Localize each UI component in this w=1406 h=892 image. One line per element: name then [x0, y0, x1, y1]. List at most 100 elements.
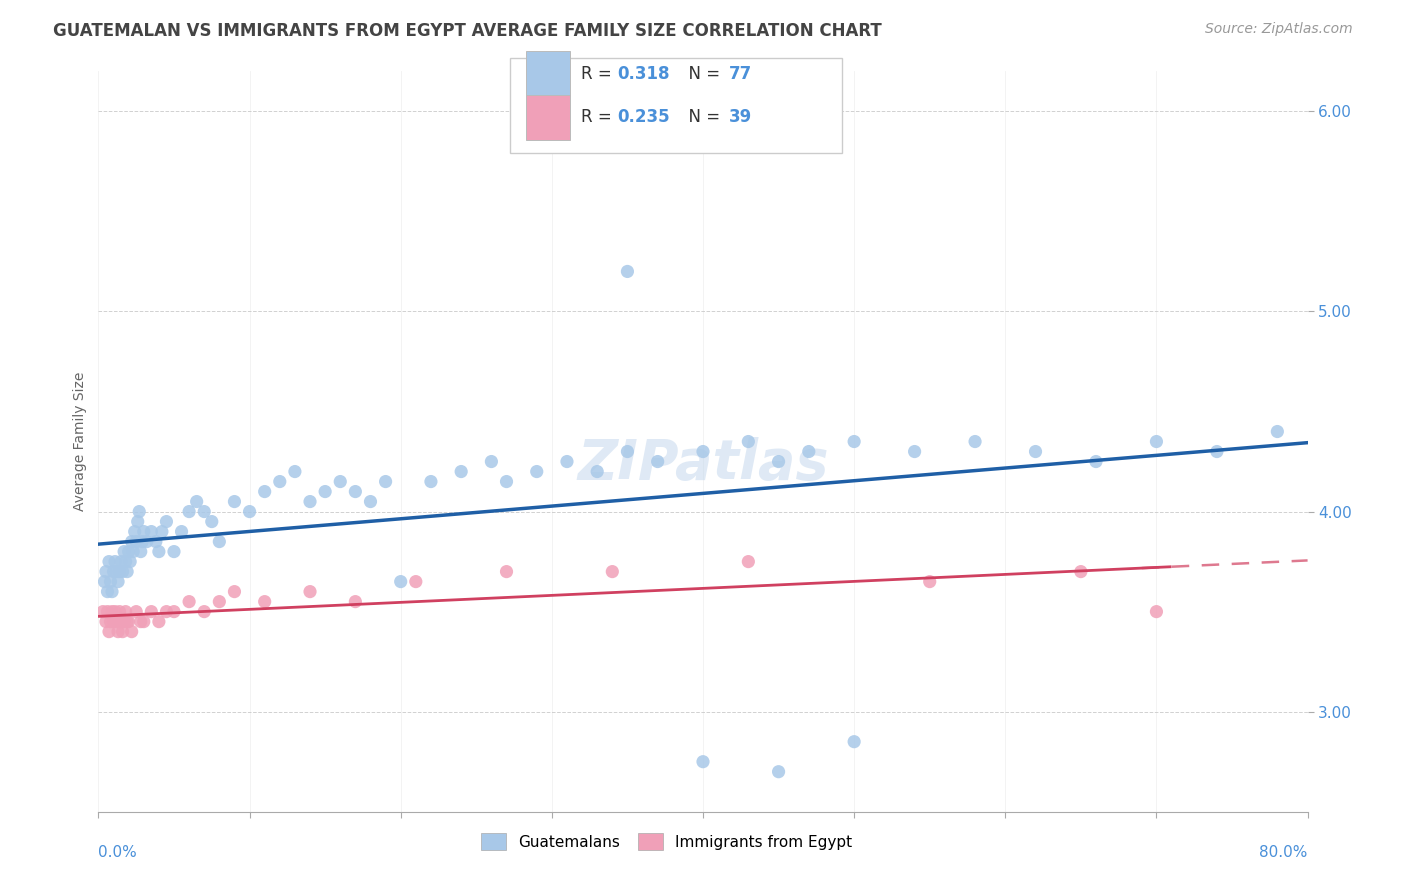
Point: [269, 475, 291, 489]
Point: [329, 475, 352, 489]
Point: [98, 624, 121, 639]
Point: [94, 565, 117, 579]
Point: [495, 475, 517, 489]
Point: [110, 615, 132, 629]
Text: 39: 39: [728, 109, 752, 127]
Point: [253, 594, 276, 608]
Point: [420, 475, 443, 489]
Point: [104, 555, 127, 569]
Point: [737, 555, 759, 569]
Point: [112, 544, 135, 558]
Text: 80.0%: 80.0%: [1260, 845, 1308, 860]
Point: [1267, 425, 1289, 439]
Text: N =: N =: [678, 109, 725, 127]
Point: [93, 574, 115, 589]
Point: [299, 584, 322, 599]
Point: [96, 605, 118, 619]
Text: 77: 77: [728, 65, 752, 83]
Text: R =: R =: [581, 109, 617, 127]
Point: [110, 555, 132, 569]
Text: ZIPatlas: ZIPatlas: [578, 437, 828, 491]
Point: [114, 605, 136, 619]
Point: [120, 555, 142, 569]
Point: [208, 534, 231, 549]
Point: [121, 624, 143, 639]
Point: [108, 565, 131, 579]
Point: [344, 594, 367, 608]
Point: [526, 465, 548, 479]
Point: [155, 515, 177, 529]
Point: [118, 615, 141, 629]
Point: [360, 494, 382, 508]
Point: [844, 734, 866, 748]
Point: [101, 584, 124, 599]
Point: [122, 544, 145, 558]
Point: [1070, 565, 1092, 579]
Point: [1146, 605, 1168, 619]
Y-axis label: Average Family Size: Average Family Size: [73, 372, 87, 511]
Point: [918, 574, 941, 589]
Point: [495, 565, 517, 579]
Point: [111, 624, 134, 639]
Point: [193, 605, 215, 619]
Point: [904, 444, 927, 458]
Point: [91, 605, 114, 619]
Point: [201, 515, 224, 529]
Point: [101, 605, 124, 619]
Point: [179, 594, 201, 608]
Point: [104, 605, 127, 619]
Point: [131, 534, 153, 549]
Point: [114, 555, 136, 569]
Point: [314, 484, 336, 499]
Point: [797, 444, 820, 458]
Point: [1085, 454, 1108, 468]
Point: [125, 605, 148, 619]
Point: [155, 605, 177, 619]
Point: [111, 565, 134, 579]
Point: [737, 434, 759, 449]
Point: [284, 465, 307, 479]
Point: [555, 454, 578, 468]
Point: [692, 755, 714, 769]
Point: [692, 444, 714, 458]
Point: [299, 494, 322, 508]
Point: [148, 615, 170, 629]
Point: [94, 615, 117, 629]
Point: [125, 534, 148, 549]
Text: Source: ZipAtlas.com: Source: ZipAtlas.com: [1205, 22, 1353, 37]
Point: [224, 494, 246, 508]
FancyBboxPatch shape: [509, 58, 842, 153]
Point: [586, 465, 609, 479]
Point: [98, 555, 121, 569]
Point: [124, 524, 146, 539]
Point: [121, 534, 143, 549]
Point: [129, 544, 152, 558]
Point: [1146, 434, 1168, 449]
Point: [208, 594, 231, 608]
Text: R =: R =: [581, 65, 617, 83]
Text: GUATEMALAN VS IMMIGRANTS FROM EGYPT AVERAGE FAMILY SIZE CORRELATION CHART: GUATEMALAN VS IMMIGRANTS FROM EGYPT AVER…: [53, 22, 882, 40]
Point: [616, 264, 638, 278]
Point: [1024, 444, 1046, 458]
Point: [224, 584, 246, 599]
Point: [193, 505, 215, 519]
Point: [170, 524, 193, 539]
Point: [163, 605, 186, 619]
Point: [107, 574, 129, 589]
Point: [965, 434, 987, 449]
Text: 0.318: 0.318: [617, 65, 669, 83]
Point: [118, 544, 141, 558]
Legend: Guatemalans, Immigrants from Egypt: Guatemalans, Immigrants from Egypt: [475, 827, 858, 856]
Point: [374, 475, 396, 489]
Point: [647, 454, 669, 468]
Point: [115, 615, 138, 629]
Point: [141, 605, 163, 619]
Point: [129, 615, 152, 629]
Point: [127, 515, 149, 529]
Point: [107, 624, 129, 639]
Point: [96, 584, 118, 599]
FancyBboxPatch shape: [526, 51, 569, 96]
Point: [253, 484, 276, 499]
Point: [1206, 444, 1229, 458]
FancyBboxPatch shape: [526, 95, 569, 140]
